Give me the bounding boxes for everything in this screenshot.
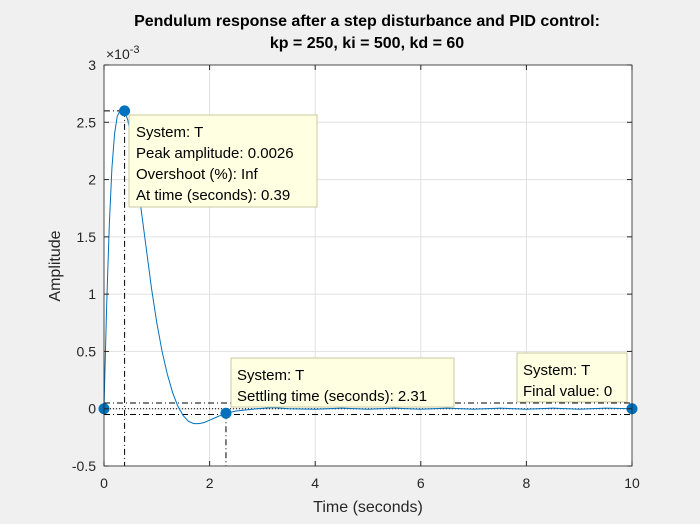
x-tick-label-2: 4 bbox=[311, 475, 319, 491]
y-tick-label-5: 2 bbox=[88, 172, 96, 188]
datatip-final[interactable]: System: T Final value: 0 bbox=[516, 352, 628, 403]
x-tick-label-0: 0 bbox=[100, 475, 108, 491]
datatip-peak-line-2: Peak amplitude: 0.0026 bbox=[136, 145, 294, 162]
y-tick-label-4: 1.5 bbox=[77, 229, 97, 245]
y-tick-label-3: 1 bbox=[88, 286, 96, 302]
datatip-final-line-1: System: T bbox=[523, 362, 590, 379]
y-tick-label-1: 0 bbox=[88, 401, 96, 417]
datatip-settling-box bbox=[230, 357, 455, 408]
datatip-settling[interactable]: System: T Settling time (seconds): 2.31 bbox=[230, 357, 455, 408]
y-axis-ticks: -0.5 0 0.5 1 1.5 2 2.5 3 bbox=[72, 57, 632, 474]
x-tick-label-5: 10 bbox=[624, 475, 640, 491]
datatip-peak-line-4: At time (seconds): 0.39 bbox=[136, 187, 290, 204]
y-tick-label-0: -0.5 bbox=[72, 458, 96, 474]
x-axis-label: Time (seconds) bbox=[313, 499, 423, 516]
chart-subtitle: kp = 250, ki = 500, kd = 60 bbox=[270, 35, 464, 52]
datatip-peak-line-1: System: T bbox=[136, 124, 203, 141]
x-tick-label-1: 2 bbox=[206, 475, 214, 491]
datatip-settling-line-2: Settling time (seconds): 2.31 bbox=[237, 388, 427, 405]
x-tick-label-4: 8 bbox=[523, 475, 531, 491]
datatip-final-line-2: Final value: 0 bbox=[523, 383, 612, 400]
datatip-marker-1[interactable] bbox=[119, 105, 131, 117]
x-tick-label-3: 6 bbox=[417, 475, 425, 491]
datatip-settling-line-1: System: T bbox=[237, 367, 304, 384]
datatip-peak-box bbox=[128, 114, 318, 208]
y-exponent-label: ×10-3 bbox=[106, 44, 140, 62]
datatip-marker-2[interactable] bbox=[220, 407, 232, 419]
chart-title: Pendulum response after a step disturban… bbox=[134, 13, 600, 30]
datatip-final-box bbox=[516, 352, 628, 403]
y-axis-label: Amplitude bbox=[47, 230, 64, 301]
y-tick-label-7: 3 bbox=[88, 57, 96, 73]
datatip-peak[interactable]: System: T Peak amplitude: 0.0026 Oversho… bbox=[128, 114, 318, 208]
datatip-peak-line-3: Overshoot (%): Inf bbox=[136, 166, 259, 183]
axes-frame bbox=[103, 64, 633, 467]
y-tick-label-2: 0.5 bbox=[77, 343, 97, 359]
y-tick-label-6: 2.5 bbox=[77, 114, 97, 130]
x-axis-ticks: 0 2 4 6 8 10 bbox=[100, 65, 640, 491]
